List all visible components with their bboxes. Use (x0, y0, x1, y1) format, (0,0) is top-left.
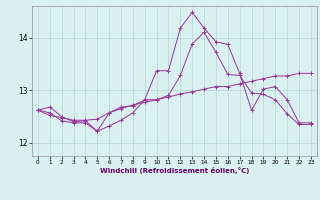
X-axis label: Windchill (Refroidissement éolien,°C): Windchill (Refroidissement éolien,°C) (100, 167, 249, 174)
